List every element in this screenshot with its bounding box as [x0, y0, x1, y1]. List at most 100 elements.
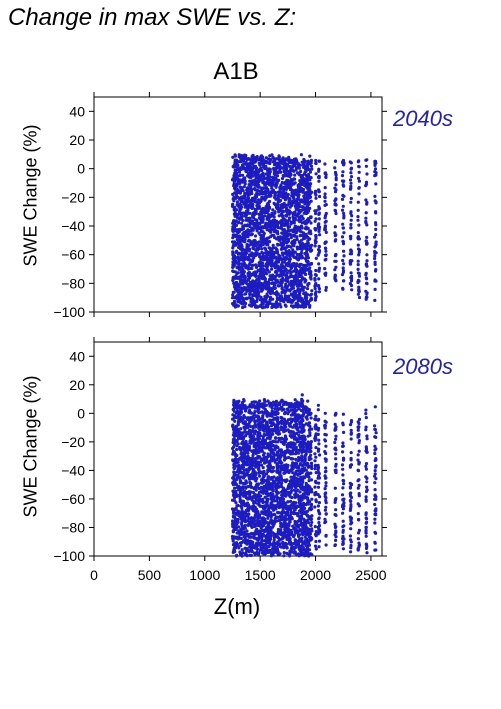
data-point [255, 191, 259, 195]
data-point [309, 292, 314, 296]
data-point [289, 161, 293, 165]
data-point [235, 165, 239, 169]
data-point [349, 171, 353, 175]
data-point [289, 304, 294, 308]
data-point [274, 177, 278, 181]
data-point [341, 270, 345, 274]
data-point [244, 166, 248, 171]
data-point [265, 161, 269, 165]
data-point [297, 218, 301, 222]
data-point [236, 180, 240, 184]
data-point [314, 228, 318, 232]
data-point [257, 231, 261, 235]
data-point [314, 234, 318, 238]
data-point [284, 282, 288, 286]
data-point [357, 179, 361, 183]
data-point [266, 243, 270, 247]
data-point [251, 299, 255, 303]
data-point [252, 253, 256, 257]
data-point [255, 218, 259, 222]
data-point [313, 219, 317, 223]
data-point [281, 240, 285, 244]
data-point [373, 262, 377, 266]
data-point [274, 279, 278, 283]
data-point [341, 222, 345, 226]
data-point [310, 243, 314, 247]
data-point [254, 263, 258, 267]
data-point [298, 252, 302, 257]
data-point [340, 179, 345, 183]
data-point [271, 264, 275, 268]
data-point [341, 193, 345, 197]
data-point [297, 186, 301, 190]
data-point [255, 252, 260, 256]
data-point [300, 287, 304, 291]
data-point [340, 174, 345, 178]
data-point [253, 273, 257, 278]
data-point [300, 238, 304, 242]
data-point [287, 218, 291, 222]
data-point [296, 201, 300, 205]
data-point [309, 199, 313, 203]
data-point [231, 229, 235, 233]
data-point [239, 203, 243, 207]
data-point [246, 157, 250, 161]
data-point [277, 214, 281, 218]
data-point [310, 289, 314, 293]
data-point [348, 234, 352, 238]
data-point [254, 226, 258, 230]
data-point [357, 164, 361, 169]
data-point [278, 206, 282, 210]
data-point [303, 220, 307, 224]
data-point [235, 281, 239, 285]
y-tick-label: −60 [61, 247, 85, 263]
data-point [314, 211, 318, 216]
period-label-2040s: 2040s [393, 106, 453, 131]
data-point [261, 258, 266, 262]
data-point [242, 159, 246, 163]
data-point [287, 295, 291, 299]
data-point [349, 218, 353, 222]
data-point [309, 182, 313, 186]
data-point [253, 224, 257, 228]
data-point [271, 297, 275, 301]
data-point [356, 215, 360, 219]
data-point [248, 162, 252, 167]
data-point [251, 303, 255, 307]
data-point [309, 297, 314, 301]
data-point [299, 272, 303, 276]
data-point [280, 180, 284, 185]
data-point [304, 266, 308, 271]
data-point [278, 448, 282, 452]
data-point [251, 246, 255, 250]
data-point [292, 488, 296, 492]
data-point [333, 225, 337, 229]
data-point [277, 518, 281, 522]
data-point [268, 219, 272, 223]
data-point [304, 169, 308, 173]
data-point [374, 182, 378, 186]
data-point [244, 192, 248, 196]
data-point [308, 431, 312, 435]
data-point [373, 256, 377, 261]
data-point [235, 289, 239, 293]
data-point [233, 209, 237, 213]
data-point [257, 294, 261, 298]
data-point [275, 270, 279, 274]
data-point [241, 296, 245, 300]
data-point [254, 210, 258, 214]
data-point [308, 188, 312, 192]
data-point [306, 302, 311, 306]
data-point [235, 296, 239, 300]
data-point [236, 221, 241, 225]
data-point [238, 173, 242, 177]
data-point [356, 236, 360, 240]
x-tick-label: 2500 [355, 567, 386, 583]
data-point [246, 199, 250, 203]
data-point [260, 283, 264, 287]
data-point [276, 284, 280, 288]
data-point [356, 231, 360, 235]
data-point [287, 233, 292, 237]
